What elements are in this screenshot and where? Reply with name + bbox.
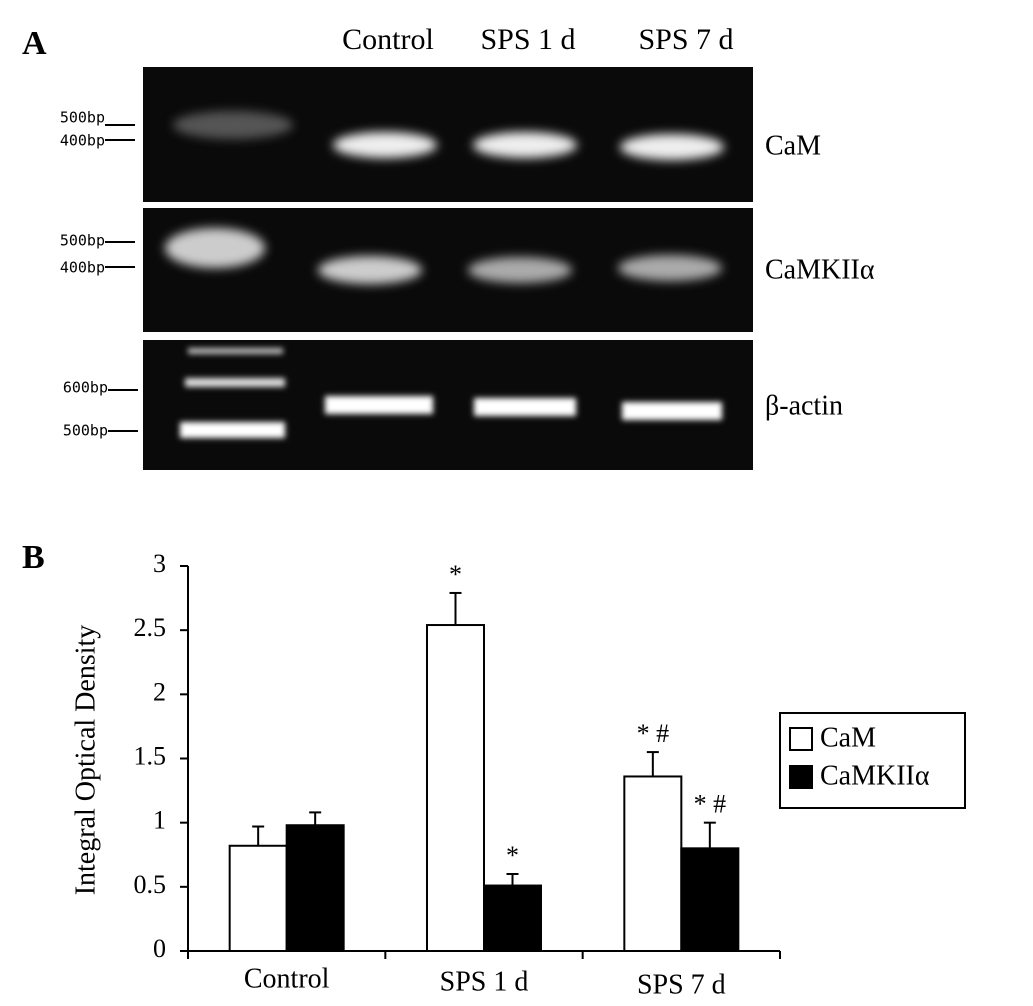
legend-label: CaMKIIα bbox=[820, 760, 930, 791]
legend-label: CaM bbox=[820, 722, 876, 753]
bar bbox=[285, 824, 345, 953]
legend-swatch bbox=[789, 727, 813, 751]
gene-label: β-actin bbox=[765, 390, 843, 421]
lane-label: SPS 7 d bbox=[638, 23, 733, 56]
band bbox=[333, 132, 437, 158]
annotation: * # bbox=[694, 790, 727, 819]
bar bbox=[623, 775, 683, 953]
band bbox=[618, 255, 722, 281]
ladder-band bbox=[185, 378, 285, 387]
x-tick-label: SPS 7 d bbox=[637, 969, 726, 1000]
bar bbox=[680, 847, 740, 952]
y-tick-label: 2 bbox=[153, 677, 166, 706]
lane-label: SPS 1 d bbox=[480, 23, 575, 56]
y-tick-label: 3 bbox=[153, 549, 166, 578]
legend-swatch bbox=[789, 765, 813, 789]
ladder-band bbox=[188, 348, 283, 354]
lane-label: Control bbox=[342, 23, 434, 56]
gene-label: CaM bbox=[765, 130, 821, 161]
y-axis-label: Integral Optical Density bbox=[70, 625, 101, 896]
panel-label: A bbox=[22, 25, 47, 62]
band bbox=[318, 256, 422, 284]
ladder-band bbox=[180, 422, 285, 438]
marker-label: 500bp bbox=[63, 422, 108, 440]
band bbox=[468, 257, 572, 283]
x-tick-label: SPS 1 d bbox=[440, 966, 529, 997]
marker-label: 400bp bbox=[60, 132, 105, 150]
marker-label: 600bp bbox=[63, 379, 108, 397]
band bbox=[325, 396, 433, 414]
annotation: * # bbox=[637, 719, 670, 748]
band bbox=[473, 132, 577, 158]
band bbox=[620, 134, 724, 160]
marker-label: 500bp bbox=[60, 232, 105, 250]
y-tick-label: 0.5 bbox=[134, 870, 167, 899]
marker-label: 500bp bbox=[60, 109, 105, 127]
annotation: * bbox=[506, 841, 519, 870]
band bbox=[474, 398, 576, 416]
bar bbox=[483, 884, 542, 952]
marker-label: 400bp bbox=[60, 259, 105, 277]
annotation: * bbox=[449, 560, 462, 589]
y-tick-label: 1 bbox=[153, 806, 166, 835]
band bbox=[622, 402, 722, 420]
y-tick-label: 0 bbox=[153, 934, 166, 963]
bar bbox=[426, 624, 485, 952]
ladder-band bbox=[173, 111, 293, 139]
panel-label: B bbox=[22, 539, 45, 576]
ladder-band bbox=[165, 228, 265, 268]
marker-lines bbox=[105, 124, 138, 432]
y-tick-label: 2.5 bbox=[134, 613, 167, 642]
bar bbox=[228, 844, 288, 952]
gene-label: CaMKIIα bbox=[765, 254, 875, 285]
y-tick-label: 1.5 bbox=[134, 741, 167, 770]
x-tick-label: Control bbox=[244, 963, 330, 994]
